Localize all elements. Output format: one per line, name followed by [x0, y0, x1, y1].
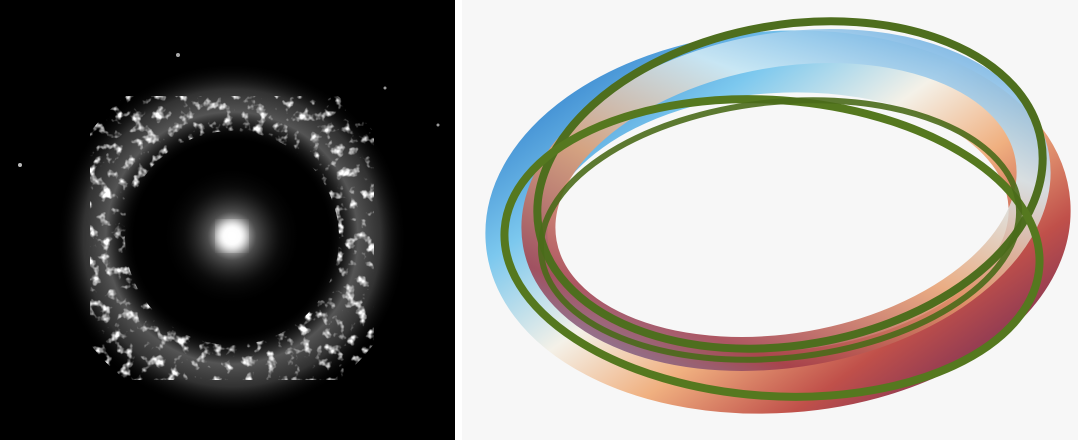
- twisted-band-render: [462, 0, 1078, 440]
- ring-stars: [55, 61, 409, 415]
- star: [176, 53, 180, 57]
- galaxy-nucleus: [218, 222, 246, 250]
- star: [436, 123, 440, 127]
- star: [18, 163, 22, 167]
- galaxy-photo: [0, 0, 455, 440]
- star: [383, 86, 387, 90]
- band-edge: [533, 17, 1047, 353]
- band-edge: [537, 97, 1023, 363]
